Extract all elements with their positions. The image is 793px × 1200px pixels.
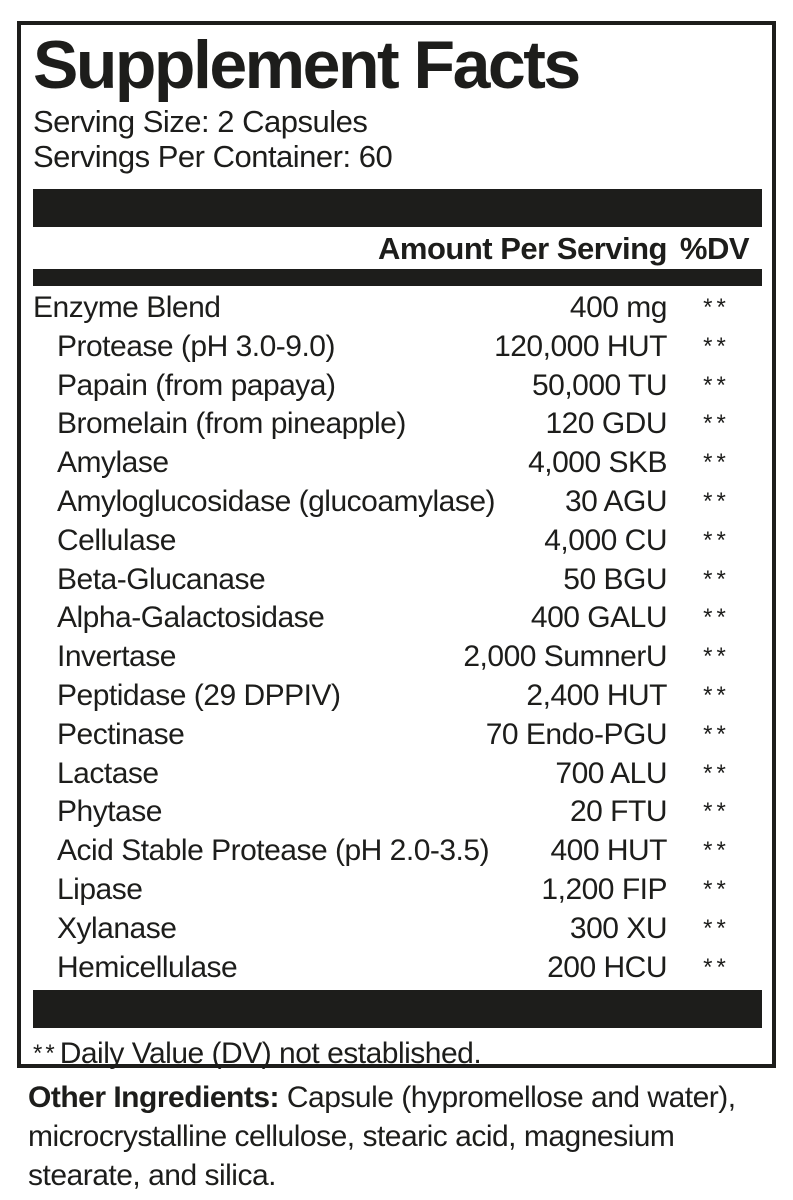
table-row: Amyloglucosidase (glucoamylase) 30 AGU ** <box>33 483 762 522</box>
supplement-facts-panel: Supplement Facts Serving Size: 2 Capsule… <box>17 21 776 1070</box>
ingredient-amount: 700 ALU <box>555 756 667 790</box>
ingredient-name: Phytase <box>57 795 162 829</box>
table-row: Hemicellulase 200 HCU ** <box>33 949 762 988</box>
ingredient-name: Alpha-Galactosidase <box>57 601 325 635</box>
table-row: Peptidase (29 DPPIV) 2,400 HUT ** <box>33 677 762 716</box>
ingredient-amount: 1,200 FIP <box>541 872 667 906</box>
ingredient-amount: 50 BGU <box>563 562 667 596</box>
dv-footnote: ** Daily Value (DV) not established. <box>33 1034 762 1074</box>
ingredient-dv: ** <box>703 914 730 942</box>
table-row: Amylase 4,000 SKB ** <box>33 444 762 483</box>
ingredient-name: Peptidase (29 DPPIV) <box>57 678 341 712</box>
footnote-text: Daily Value (DV) not established. <box>59 1037 482 1071</box>
ingredient-table: Enzyme Blend 400 mg ** Protease (pH 3.0-9.0… <box>33 289 762 987</box>
other-ingredients: Other Ingredients: Capsule (hypromellose… <box>28 1078 763 1195</box>
serving-info: Serving Size: 2 Capsules Servings Per Co… <box>33 104 762 174</box>
ingredient-name: Hemicellulase <box>57 950 238 984</box>
table-row: Phytase 20 FTU ** <box>33 793 762 832</box>
ingredient-amount: 300 XU <box>569 911 668 945</box>
table-row: Pectinase 70 Endo-PGU ** <box>33 716 762 755</box>
ingredient-amount: 400 HUT <box>550 834 667 868</box>
ingredient-name: Invertase <box>57 640 176 674</box>
table-row: Cellulase 4,000 CU ** <box>33 522 762 561</box>
ingredient-name: Beta-Glucanase <box>57 562 266 596</box>
divider-bar-header <box>33 269 762 286</box>
percent-dv-header: %DV <box>679 231 750 266</box>
other-ingredients-label: Other Ingredients: <box>28 1081 280 1114</box>
ingredient-name: Amylase <box>57 446 169 480</box>
ingredient-amount: 2,400 HUT <box>526 678 667 712</box>
ingredient-amount: 2,000 SumnerU <box>463 640 667 674</box>
amount-per-serving-header: Amount Per Serving <box>378 231 668 266</box>
ingredient-name: Cellulase <box>57 523 176 557</box>
table-row: Beta-Glucanase 50 BGU ** <box>33 561 762 600</box>
ingredient-dv: ** <box>703 643 730 671</box>
ingredient-dv: ** <box>703 759 730 787</box>
ingredient-amount: 120,000 HUT <box>494 329 667 363</box>
table-row: Xylanase 300 XU ** <box>33 910 762 949</box>
divider-bar-bottom <box>33 990 762 1029</box>
ingredient-amount: 70 Endo-PGU <box>485 717 668 751</box>
table-row: Enzyme Blend 400 mg ** <box>33 289 762 328</box>
ingredient-dv: ** <box>703 798 730 826</box>
table-row: Alpha-Galactosidase 400 GALU ** <box>33 599 762 638</box>
ingredient-amount: 120 GDU <box>545 407 667 441</box>
ingredient-name: Acid Stable Protease (pH 2.0-3.5) <box>57 834 490 868</box>
ingredient-dv: ** <box>703 681 730 709</box>
other-ingredients-text: Capsule (hypromellose and water), microc… <box>28 1081 736 1192</box>
footnote-asterisks: ** <box>33 1040 58 1068</box>
ingredient-dv: ** <box>703 565 730 593</box>
ingredient-amount: 20 FTU <box>569 795 668 829</box>
ingredient-dv: ** <box>703 953 730 981</box>
divider-bar-top <box>33 189 762 227</box>
table-row: Invertase 2,000 SumnerU ** <box>33 638 762 677</box>
ingredient-dv: ** <box>703 371 730 399</box>
ingredient-name: Protease (pH 3.0-9.0) <box>57 329 335 363</box>
ingredient-amount: 200 HCU <box>547 950 667 984</box>
ingredient-name: Enzyme Blend <box>33 291 221 324</box>
ingredient-amount: 4,000 SKB <box>528 446 667 480</box>
ingredient-name: Xylanase <box>57 911 177 945</box>
ingredient-dv: ** <box>703 837 730 865</box>
column-header-row: Amount Per Serving %DV <box>33 232 762 265</box>
serving-size: Serving Size: 2 Capsules <box>33 104 368 139</box>
table-row: Lactase 700 ALU ** <box>33 755 762 794</box>
ingredient-dv: ** <box>703 875 730 903</box>
servings-per-container: Servings Per Container: 60 <box>33 139 393 174</box>
ingredient-name: Lipase <box>57 872 143 906</box>
ingredient-amount: 4,000 CU <box>544 523 667 557</box>
ingredient-amount: 30 AGU <box>564 484 668 518</box>
table-row: Papain (from papaya) 50,000 TU ** <box>33 367 762 406</box>
ingredient-dv: ** <box>703 526 730 554</box>
table-row: Protease (pH 3.0-9.0) 120,000 HUT ** <box>33 328 762 367</box>
ingredient-dv: ** <box>703 720 730 748</box>
ingredient-dv: ** <box>703 604 730 632</box>
ingredient-dv: ** <box>703 332 730 360</box>
ingredient-dv: ** <box>703 294 730 321</box>
ingredient-name: Papain (from papaya) <box>57 368 336 402</box>
ingredient-name: Lactase <box>57 756 159 790</box>
ingredient-dv: ** <box>703 410 730 438</box>
ingredient-amount: 400 GALU <box>530 601 668 635</box>
ingredient-dv: ** <box>703 449 730 477</box>
panel-title: Supplement Facts <box>33 27 581 103</box>
ingredient-name: Amyloglucosidase (glucoamylase) <box>57 484 496 518</box>
table-row: Acid Stable Protease (pH 2.0-3.5) 400 HUT… <box>33 832 762 871</box>
ingredient-amount: 400 mg <box>569 291 668 324</box>
table-row: Lipase 1,200 FIP ** <box>33 871 762 910</box>
ingredient-dv: ** <box>703 487 730 515</box>
ingredient-amount: 50,000 TU <box>531 368 668 402</box>
ingredient-name: Bromelain (from pineapple) <box>57 407 406 441</box>
ingredient-name: Pectinase <box>57 717 185 751</box>
table-row: Bromelain (from pineapple) 120 GDU ** <box>33 405 762 444</box>
